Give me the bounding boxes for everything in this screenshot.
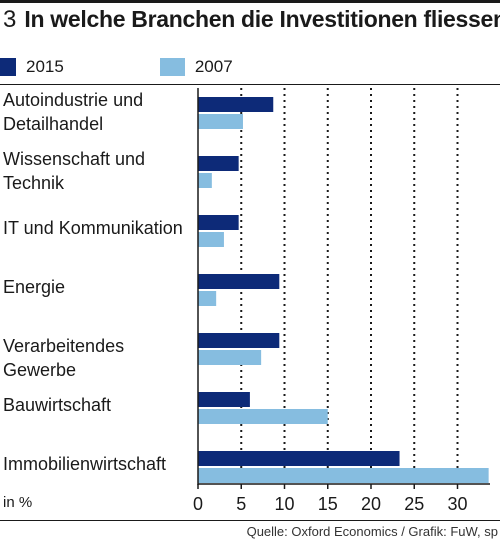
bar-2015-6 [198, 451, 400, 466]
bar-2007-0 [198, 114, 243, 129]
legend-swatch-2007 [159, 58, 185, 76]
bar-2015-5 [198, 392, 250, 407]
bar-2007-5 [198, 409, 328, 424]
legend-rule [0, 84, 500, 85]
chart-header: 3 In welche Branchen die Investitionen f… [3, 6, 500, 42]
bar-2015-0 [198, 97, 274, 112]
top-rule [0, 0, 500, 3]
category-label-4: Verarbeitendes Gewerbe [3, 334, 198, 382]
unit-label: in % [3, 494, 33, 511]
tick-label-10: 10 [274, 494, 294, 514]
category-label-line: Verarbeitendes Gewerbe [3, 336, 125, 380]
category-label-line: Detailhandel [3, 114, 104, 134]
category-label-line: Bauwirtschaft [3, 395, 112, 415]
category-label-line: Technik [3, 173, 65, 193]
bar-2015-1 [198, 156, 239, 171]
legend-item-2007: 2007 [159, 57, 233, 77]
category-label-1: Wissenschaft und Technik [3, 147, 198, 195]
bar-2007-3 [198, 291, 217, 306]
category-label-0: Autoindustrie und Detailhandel [3, 88, 198, 136]
legend: 2015 2007 [0, 54, 269, 80]
category-label-line: Immobilienwirtschaft [3, 454, 167, 474]
bar-2015-3 [198, 274, 280, 289]
category-label-6: Immobilienwirtschaft [3, 452, 198, 476]
tick-label-15: 15 [318, 494, 338, 514]
bottom-rule [0, 520, 500, 521]
category-label-3: Energie [3, 275, 198, 299]
tick-label-0: 0 [193, 494, 203, 514]
tick-label-30: 30 [447, 494, 467, 514]
legend-label-2015: 2015 [26, 57, 64, 76]
legend-item-2015: 2015 [0, 57, 64, 77]
chart-title: In welche Branchen die Investitionen fli… [24, 6, 500, 32]
category-label-line: Autoindustrie und [3, 90, 144, 110]
figure-number: 3 [3, 6, 17, 33]
bar-2007-2 [198, 232, 224, 247]
bar-2007-1 [198, 173, 212, 188]
tick-label-5: 5 [236, 494, 246, 514]
tick-label-20: 20 [361, 494, 381, 514]
category-label-line: Energie [3, 277, 66, 297]
tick-label-25: 25 [404, 494, 424, 514]
bar-2015-2 [198, 215, 239, 230]
category-label-line: Wissenschaft und [3, 149, 146, 169]
bar-2007-4 [198, 350, 262, 365]
bar-2015-4 [198, 333, 280, 348]
category-label-2: IT und Kommunikation [3, 216, 198, 240]
category-label-5: Bauwirtschaft [3, 393, 198, 417]
category-label-line: IT und Kommunikation [3, 218, 183, 238]
source-note: Quelle: Oxford Economics / Grafik: FuW, … [246, 524, 498, 539]
legend-swatch-2015 [0, 58, 16, 76]
legend-label-2007: 2007 [194, 57, 233, 76]
bar-2007-6 [198, 468, 489, 483]
